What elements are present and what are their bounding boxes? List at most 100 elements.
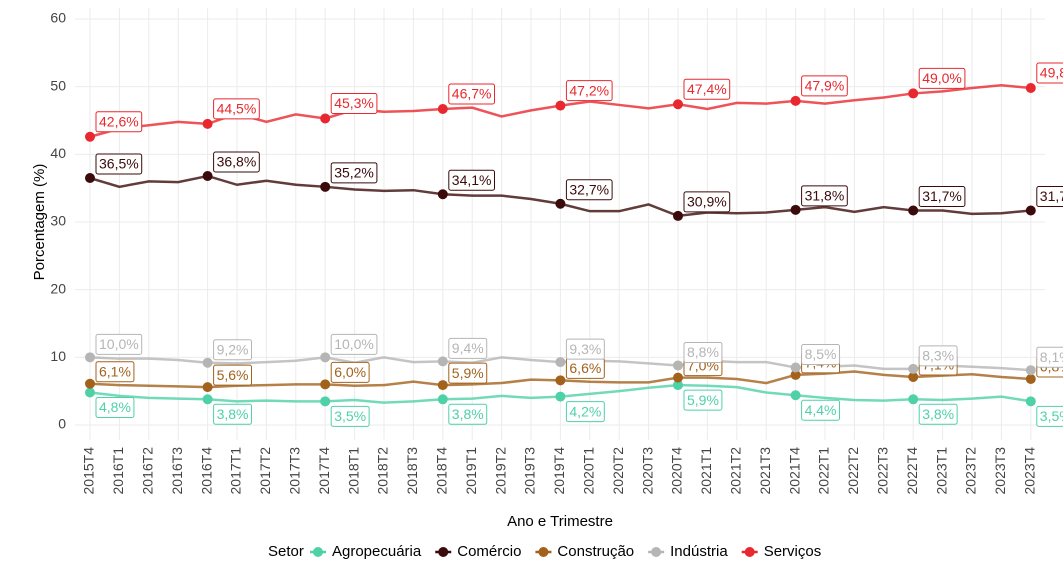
data-label-text: 35,2% [334,165,374,181]
data-label-box [95,397,135,419]
data-label-text: 49,8% [1040,65,1063,81]
data-point [320,396,331,407]
x-tick-label: 2022T3 [875,447,891,495]
data-label: 45,3% [330,92,378,114]
data-label-box [918,403,958,425]
data-label-box [683,389,723,411]
data-label-text: 36,5% [99,156,139,172]
data-label-text: 30,9% [687,194,727,210]
data-label-text: 44,5% [217,101,257,117]
data-point [85,131,95,142]
data-label-box [565,179,613,201]
data-label: 36,5% [95,153,143,175]
data-label-text: 8,8% [687,344,719,360]
x-tick-label: 2017T1 [228,447,244,495]
legend-label: Agropecuária [332,543,422,560]
data-point [1025,365,1036,376]
data-label: 4,4% [801,399,841,421]
data-point [320,379,331,390]
x-tick-label: 2016T1 [110,447,126,495]
data-point [1025,396,1036,407]
legend-title: Setor [268,543,304,560]
data-label-box [330,361,370,383]
data-label-box [801,75,848,97]
legend-label: Comércio [457,543,521,560]
x-tick-label: 2023T1 [933,447,949,495]
data-label: 10,0% [95,333,143,355]
data-label-box [448,83,496,105]
data-label-box [95,333,143,355]
data-label-box [801,343,841,365]
data-label-box [213,151,260,173]
data-label-box [213,403,253,425]
data-label-box [565,401,605,423]
data-point [1025,205,1036,216]
data-point [202,394,213,405]
data-label-text: 3,5% [1040,408,1063,424]
data-point [320,352,331,363]
data-label-text: 49,0% [922,70,962,86]
x-tick-label: 2023T4 [1022,447,1038,495]
data-label-text: 46,7% [452,86,492,102]
data-label-text: 8,5% [805,346,837,362]
x-tick-label: 2019T3 [522,447,538,495]
data-label: 8,1% [1036,346,1063,368]
data-label: 3,5% [330,405,370,427]
x-tick-label: 2015T4 [81,447,97,495]
data-label-box [448,169,496,191]
y-tick-label: 20 [50,280,66,296]
x-tick-label: 2017T4 [316,447,332,495]
data-label-box [330,405,370,427]
data-point [320,181,331,192]
data-point [790,362,801,373]
data-label-box [330,162,378,184]
x-tick-label: 2019T1 [463,447,479,495]
data-point [790,390,801,401]
data-label: 6,0% [330,361,370,383]
data-label-box [918,345,958,367]
legend-swatch [438,547,449,557]
data-point [908,363,919,374]
x-tick-label: 2019T2 [492,447,508,495]
data-label: 49,0% [918,67,966,89]
data-label: 9,3% [565,338,605,360]
data-label: 3,8% [918,403,958,425]
data-point [790,95,801,106]
data-point [437,103,448,114]
x-tick-label: 2022T1 [816,447,832,495]
x-tick-label: 2018T4 [434,447,450,495]
data-point [320,113,331,124]
data-label-text: 6,0% [334,364,366,380]
x-tick-label: 2016T4 [198,447,214,495]
data-point [85,352,95,363]
data-label-text: 5,6% [217,367,249,383]
data-point [202,382,213,393]
data-label-box [918,67,966,89]
x-tick-label: 2021T2 [728,447,744,495]
data-label-text: 3,8% [452,406,484,422]
y-tick-label: 0 [58,416,66,432]
data-label-text: 6,6% [569,360,601,376]
x-tick-label: 2018T2 [375,447,391,495]
data-label: 31,7% [1036,185,1063,207]
data-label-text: 45,3% [334,95,374,111]
data-label-box [448,403,488,425]
data-label: 3,8% [448,403,488,425]
data-label-text: 31,8% [805,188,845,204]
x-tick-label: 2017T2 [257,447,273,495]
data-label-text: 36,8% [217,154,257,170]
data-point [673,99,683,110]
x-tick-label: 2018T3 [404,447,420,495]
data-point [908,88,919,99]
data-label-text: 3,8% [217,406,249,422]
data-label-box [918,185,966,207]
data-label-box [683,341,723,363]
data-label: 32,7% [565,179,613,201]
data-point [85,378,95,389]
data-label: 42,6% [95,111,143,133]
data-label-text: 4,2% [569,403,601,419]
data-label-text: 8,1% [1040,349,1063,365]
data-label: 47,9% [801,75,848,97]
y-tick-label: 50 [50,77,66,93]
data-label: 8,8% [683,341,723,363]
